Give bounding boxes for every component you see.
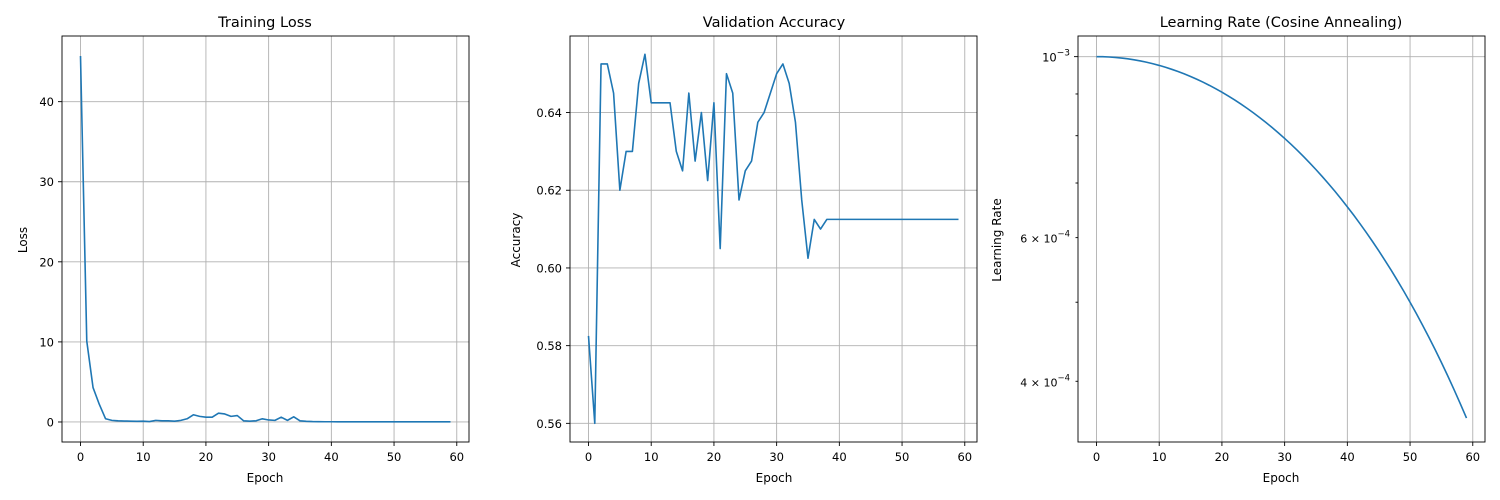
x-tick-label: 10 <box>136 450 151 464</box>
y-minor-tick-label: 4 × 10−4 <box>1020 373 1070 389</box>
learning-rate-line <box>1096 55 1468 419</box>
x-tick-label: 20 <box>707 450 722 464</box>
learning-rate-panel: Learning Rate (Cosine Annealing) Epoch L… <box>990 15 1486 485</box>
ticks: 0 10 20 30 40 50 60 10−3 4 × 10−4 6 × 10−4 <box>1020 49 1480 464</box>
x-tick-label: 50 <box>1403 450 1418 464</box>
x-tick-label: 0 <box>77 450 84 464</box>
training-loss-ylabel: Loss <box>16 227 30 253</box>
validation-accuracy-xlabel: Epoch <box>756 471 793 485</box>
y-tick-label: 10−3 <box>1042 49 1070 65</box>
y-tick-label: 30 <box>39 175 54 189</box>
validation-accuracy-panel: Validation Accuracy Epoch Accuracy 0 10 20… <box>509 15 978 485</box>
x-tick-label: 40 <box>1340 450 1355 464</box>
x-tick-label: 0 <box>585 450 592 464</box>
gridlines <box>1078 36 1485 442</box>
ticks: 0 10 20 30 40 50 60 0.56 0.58 0.60 0.62 0.64 <box>536 106 972 464</box>
y-tick-label: 10 <box>39 335 54 349</box>
x-tick-label: 40 <box>832 450 847 464</box>
y-tick-label: 0.62 <box>536 184 562 198</box>
x-tick-label: 60 <box>449 450 464 464</box>
x-tick-label: 50 <box>895 450 910 464</box>
plot-frame <box>1077 35 1486 443</box>
val-accuracy-line <box>587 53 959 425</box>
training-loss-xlabel: Epoch <box>247 471 284 485</box>
ticks: 0 10 20 30 40 50 60 0 10 20 30 40 <box>39 95 464 464</box>
y-tick-label: 0.56 <box>536 417 562 431</box>
x-tick-label: 30 <box>1277 450 1292 464</box>
plot-frame <box>569 35 978 443</box>
learning-rate-xlabel: Epoch <box>1263 471 1300 485</box>
validation-accuracy-title: Validation Accuracy <box>703 15 846 31</box>
x-tick-label: 10 <box>644 450 659 464</box>
learning-rate-title: Learning Rate (Cosine Annealing) <box>1160 15 1403 31</box>
gridlines <box>62 36 469 442</box>
train-loss-line <box>79 56 451 423</box>
x-tick-label: 60 <box>1465 450 1480 464</box>
x-tick-label: 50 <box>387 450 402 464</box>
plot-frame <box>61 35 470 443</box>
y-minor-tick-label: 6 × 10−4 <box>1020 230 1070 246</box>
x-tick-label: 20 <box>199 450 214 464</box>
y-tick-label: 0.58 <box>536 339 562 353</box>
y-tick-label: 20 <box>39 255 54 269</box>
training-loss-title: Training Loss <box>217 15 312 31</box>
x-tick-label: 30 <box>769 450 784 464</box>
learning-rate-ylabel: Learning Rate <box>990 198 1004 281</box>
x-tick-label: 20 <box>1215 450 1230 464</box>
y-tick-label: 40 <box>39 95 54 109</box>
x-tick-label: 60 <box>957 450 972 464</box>
training-loss-panel: Training Loss Epoch Loss 0 10 20 30 40 50 60 0 1… <box>16 15 470 485</box>
gridlines <box>570 36 977 442</box>
validation-accuracy-ylabel: Accuracy <box>509 213 523 268</box>
y-tick-label: 0 <box>47 415 54 429</box>
x-tick-label: 0 <box>1093 450 1100 464</box>
y-tick-label: 0.60 <box>536 261 562 275</box>
x-tick-label: 10 <box>1152 450 1167 464</box>
x-tick-label: 30 <box>261 450 276 464</box>
x-tick-label: 40 <box>324 450 339 464</box>
y-tick-label: 0.64 <box>536 106 562 120</box>
